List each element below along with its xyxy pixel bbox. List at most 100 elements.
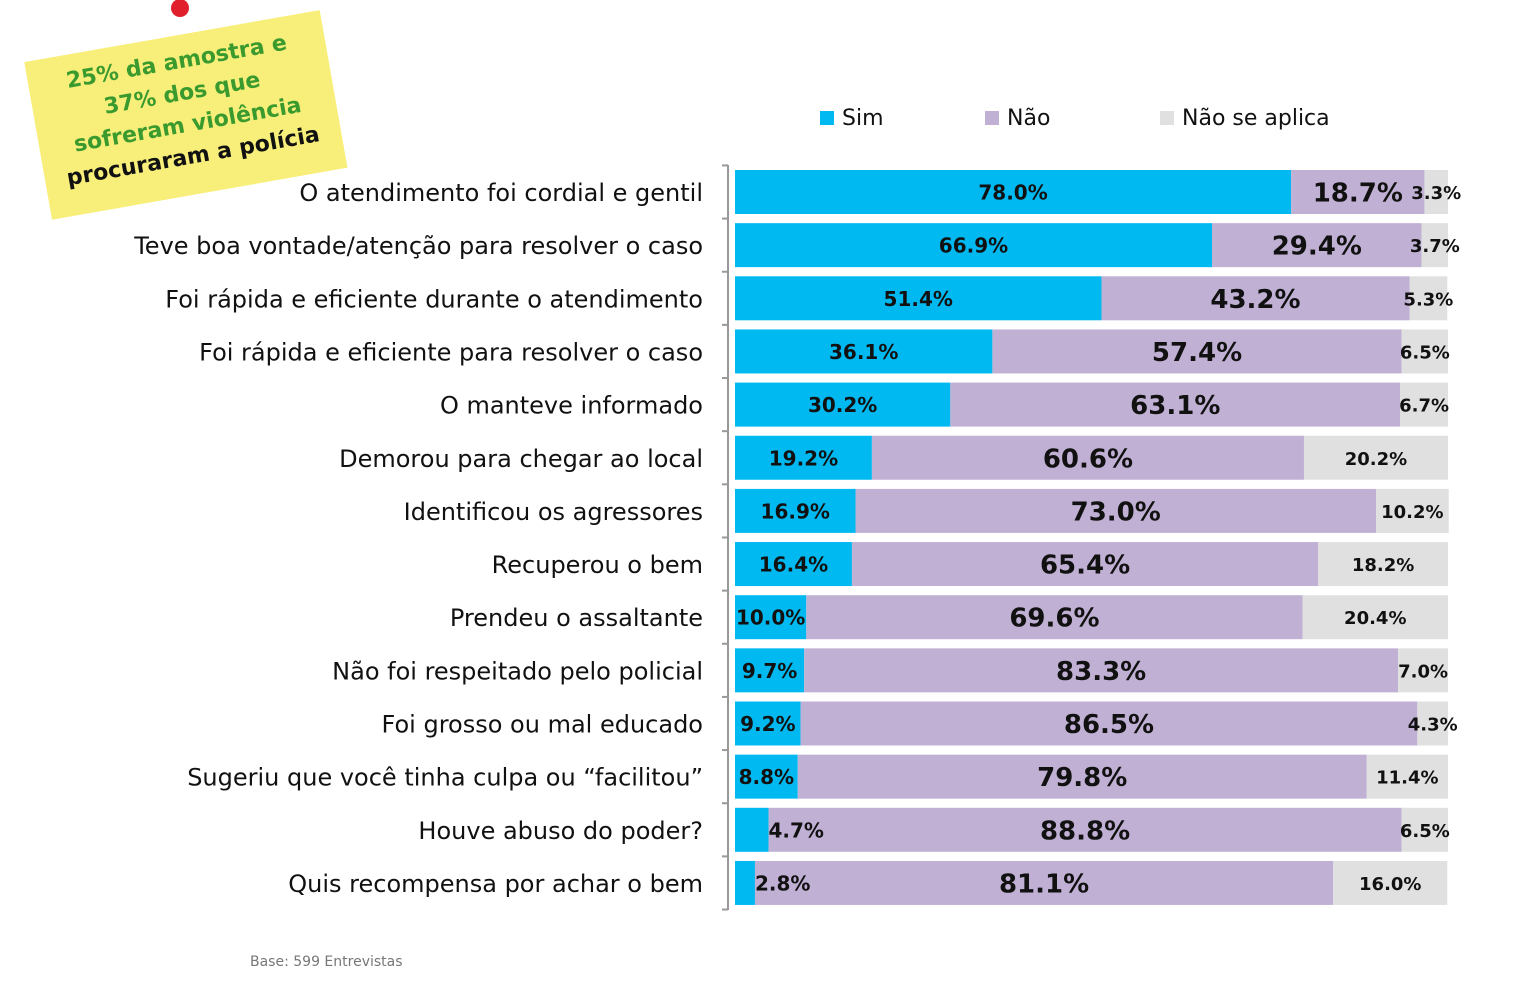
value-label: 83.3% xyxy=(1056,657,1146,687)
legend-label: Não xyxy=(1007,106,1050,131)
category-label: Foi rápida e eficiente durante o atendim… xyxy=(165,285,703,313)
legend-swatch xyxy=(985,111,999,125)
bar-segment xyxy=(1366,754,1448,799)
bar-segment xyxy=(1302,595,1448,640)
value-label: 9.7% xyxy=(742,659,797,683)
bar-segment xyxy=(1375,488,1449,533)
bar-segment xyxy=(735,595,807,640)
category-label: Foi rápida e eficiente para resolver o c… xyxy=(199,338,703,366)
category-label: Teve boa vontade/atenção para resolver o… xyxy=(133,232,703,260)
value-label: 78.0% xyxy=(978,181,1047,205)
bar-segment xyxy=(1424,170,1448,214)
value-label: 18.7% xyxy=(1313,179,1403,209)
bar-segment xyxy=(735,435,872,480)
category-label: Foi grosso ou mal educado xyxy=(382,711,703,739)
value-label: 2.8% xyxy=(755,871,810,895)
value-label: 88.8% xyxy=(1040,816,1130,846)
value-label: 4.7% xyxy=(769,818,824,842)
value-label: 20.2% xyxy=(1345,449,1407,470)
category-label: Identificou os agressores xyxy=(404,498,703,526)
category-label: Prendeu o assaltante xyxy=(450,604,703,632)
value-label: 30.2% xyxy=(808,393,877,417)
pin xyxy=(171,0,189,17)
category-label: Quis recompensa por achar o bem xyxy=(288,870,703,898)
bar-segment xyxy=(735,701,801,746)
category-label: O manteve informado xyxy=(440,392,703,420)
bar-segment xyxy=(735,170,1292,214)
value-label: 81.1% xyxy=(999,869,1089,899)
bar-segment xyxy=(1303,435,1448,480)
legend-swatch xyxy=(820,111,834,125)
bar-segment xyxy=(735,542,852,587)
value-label: 86.5% xyxy=(1064,710,1154,740)
bar-segment xyxy=(804,648,1399,693)
bar-segment xyxy=(950,382,1401,427)
bar-segment xyxy=(1291,170,1425,214)
bar-segment xyxy=(797,754,1367,799)
bar-segment xyxy=(735,488,856,533)
bar-segment xyxy=(1398,648,1448,693)
category-label: Não foi respeitado pelo policial xyxy=(332,657,703,685)
bar-segment xyxy=(1400,382,1448,427)
value-label: 19.2% xyxy=(769,446,838,470)
bar-segment xyxy=(735,648,805,693)
value-label: 20.4% xyxy=(1344,608,1406,629)
value-label: 16.9% xyxy=(761,499,830,523)
value-label: 6.5% xyxy=(1400,342,1450,363)
bar-segment xyxy=(735,223,1212,268)
bar-segment xyxy=(768,807,1402,852)
value-label: 66.9% xyxy=(939,234,1008,258)
bar-segment xyxy=(1401,807,1448,852)
value-label: 73.0% xyxy=(1071,497,1161,527)
bar-segment xyxy=(806,595,1303,640)
value-label: 43.2% xyxy=(1210,285,1300,315)
value-label: 57.4% xyxy=(1152,338,1242,368)
value-label: 10.2% xyxy=(1381,502,1443,523)
value-label: 6.7% xyxy=(1399,396,1449,417)
bar-segment xyxy=(1409,276,1448,321)
value-label: 11.4% xyxy=(1376,768,1438,789)
bar-segment xyxy=(735,329,993,374)
bar-segment xyxy=(1401,329,1448,374)
bar-segment xyxy=(735,807,769,852)
legend-swatch xyxy=(1160,111,1174,125)
value-label: 69.6% xyxy=(1009,604,1099,634)
bar-segment xyxy=(735,276,1102,321)
bar-segment xyxy=(1333,860,1448,905)
bar-segment xyxy=(735,382,951,427)
bar-segment xyxy=(754,860,1334,905)
value-label: 18.2% xyxy=(1352,555,1414,576)
category-label: Houve abuso do poder? xyxy=(418,817,703,845)
value-label: 3.7% xyxy=(1410,236,1460,257)
value-label: 10.0% xyxy=(736,606,805,630)
bar-segment xyxy=(1211,223,1422,268)
bar-segment xyxy=(871,435,1304,480)
category-label: Demorou para chegar ao local xyxy=(339,445,703,473)
value-label: 65.4% xyxy=(1040,551,1130,581)
bar-segment xyxy=(851,542,1319,587)
value-label: 5.3% xyxy=(1403,289,1453,310)
value-label: 60.6% xyxy=(1043,444,1133,474)
value-label: 6.5% xyxy=(1400,821,1450,842)
value-label: 79.8% xyxy=(1037,763,1127,793)
note-paper xyxy=(24,10,348,220)
value-label: 36.1% xyxy=(829,340,898,364)
category-label: Recuperou o bem xyxy=(492,551,703,579)
bar-segment xyxy=(1417,701,1448,746)
bar-segment xyxy=(1318,542,1448,587)
footnote: Base: 599 Entrevistas xyxy=(250,954,403,970)
bar-segment xyxy=(1101,276,1410,321)
bar-segment xyxy=(735,860,755,905)
category-label: O atendimento foi cordial e gentil xyxy=(299,179,703,207)
category-label: Sugeriu que você tinha culpa ou “facilit… xyxy=(187,764,703,792)
bar-segment xyxy=(800,701,1418,746)
value-label: 4.3% xyxy=(1408,715,1458,736)
value-label: 9.2% xyxy=(740,712,795,736)
bar-segment xyxy=(735,754,798,799)
legend-label: Não se aplica xyxy=(1182,106,1330,131)
sticky-note xyxy=(24,10,348,220)
value-label: 7.0% xyxy=(1398,661,1448,682)
value-label: 3.3% xyxy=(1411,183,1461,204)
bar-segment xyxy=(1421,223,1448,268)
